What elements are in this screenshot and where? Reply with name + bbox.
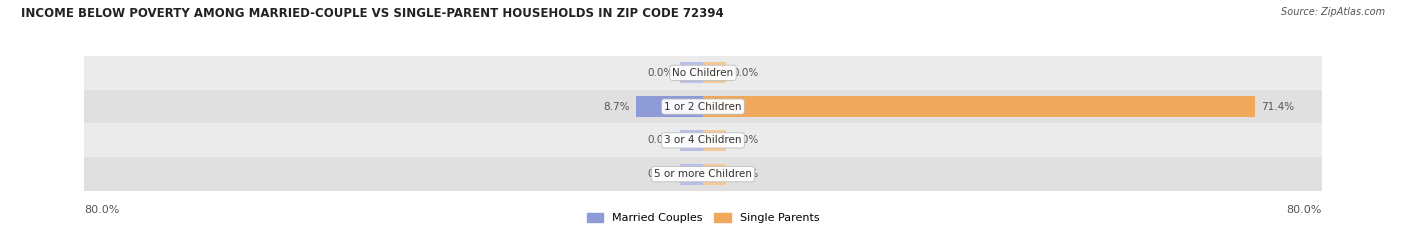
- Text: 0.0%: 0.0%: [647, 169, 673, 179]
- Bar: [681, 62, 703, 83]
- Text: 80.0%: 80.0%: [1286, 205, 1322, 215]
- Text: 5 or more Children: 5 or more Children: [654, 169, 752, 179]
- Text: 3 or 4 Children: 3 or 4 Children: [664, 135, 742, 145]
- Text: 80.0%: 80.0%: [84, 205, 120, 215]
- Text: 0.0%: 0.0%: [647, 135, 673, 145]
- Bar: [703, 130, 725, 151]
- Text: 0.0%: 0.0%: [733, 135, 759, 145]
- Bar: [84, 56, 1322, 90]
- Bar: [84, 123, 1322, 157]
- Text: No Children: No Children: [672, 68, 734, 78]
- Bar: [703, 96, 1256, 117]
- Bar: [636, 96, 703, 117]
- Bar: [703, 164, 725, 185]
- Text: INCOME BELOW POVERTY AMONG MARRIED-COUPLE VS SINGLE-PARENT HOUSEHOLDS IN ZIP COD: INCOME BELOW POVERTY AMONG MARRIED-COUPL…: [21, 7, 724, 20]
- Legend: Married Couples, Single Parents: Married Couples, Single Parents: [582, 208, 824, 227]
- Text: 1 or 2 Children: 1 or 2 Children: [664, 102, 742, 112]
- Text: 71.4%: 71.4%: [1261, 102, 1295, 112]
- Text: 8.7%: 8.7%: [603, 102, 630, 112]
- Bar: [703, 62, 725, 83]
- Bar: [681, 130, 703, 151]
- Text: 0.0%: 0.0%: [647, 68, 673, 78]
- Bar: [84, 90, 1322, 123]
- Bar: [84, 157, 1322, 191]
- Bar: [681, 164, 703, 185]
- Text: 0.0%: 0.0%: [733, 169, 759, 179]
- Text: 0.0%: 0.0%: [733, 68, 759, 78]
- Text: Source: ZipAtlas.com: Source: ZipAtlas.com: [1281, 7, 1385, 17]
